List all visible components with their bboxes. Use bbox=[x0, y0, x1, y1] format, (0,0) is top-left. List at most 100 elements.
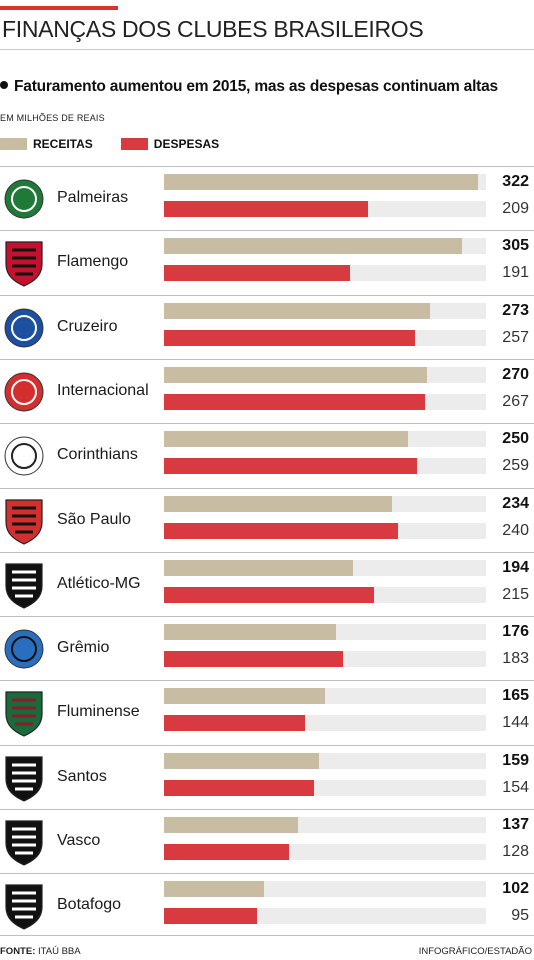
bar-receitas bbox=[164, 366, 428, 383]
club-name: Cruzeiro bbox=[57, 317, 118, 335]
bar-track-receitas bbox=[164, 302, 486, 319]
value-label-receitas: 137 bbox=[502, 816, 529, 833]
footer: FONTE: ITAÚ BBA INFOGRÁFICO/ESTADÃO bbox=[0, 935, 534, 960]
bar-receitas bbox=[164, 817, 298, 833]
bar-track-receitas bbox=[164, 495, 486, 512]
value-label-receitas: 159 bbox=[502, 751, 529, 769]
row-divider bbox=[0, 294, 534, 296]
club-crest-icon bbox=[4, 372, 44, 412]
source-note: FONTE: ITAÚ BBA bbox=[0, 946, 81, 957]
legend-item-despesas: DESPESAS bbox=[120, 137, 219, 151]
row-divider bbox=[0, 873, 534, 875]
bar-despesas bbox=[164, 201, 368, 217]
bar-track-receitas bbox=[164, 559, 486, 576]
bar-track-despesas bbox=[164, 522, 486, 539]
value-label-despesas: 154 bbox=[502, 778, 529, 796]
bar-receitas bbox=[164, 238, 462, 255]
club-name: Grêmio bbox=[57, 639, 110, 657]
value-label-receitas: 270 bbox=[502, 365, 529, 383]
chart-title: FINANÇAS DOS CLUBES BRASILEIROS bbox=[2, 16, 424, 42]
title-divider bbox=[0, 49, 534, 50]
bar-despesas bbox=[164, 715, 305, 732]
club-row: Atlético-MG 194 215 bbox=[0, 551, 534, 616]
club-crest-icon bbox=[5, 241, 43, 287]
bar-track-despesas bbox=[164, 779, 486, 796]
bar-track-despesas bbox=[164, 329, 486, 346]
club-row: São Paulo 234 240 bbox=[0, 487, 534, 552]
club-row: Fluminense 165 144 bbox=[0, 680, 534, 744]
bar-despesas bbox=[164, 265, 351, 282]
bar-track-receitas bbox=[164, 366, 486, 383]
value-label-receitas: 250 bbox=[502, 430, 529, 448]
club-row: Grêmio 176 183 bbox=[0, 616, 534, 680]
bar-track-despesas bbox=[164, 908, 486, 925]
bar-despesas bbox=[164, 844, 289, 860]
row-divider bbox=[0, 680, 534, 682]
bar-track-receitas bbox=[164, 688, 486, 705]
club-crest-icon bbox=[5, 691, 43, 738]
club-name: São Paulo bbox=[57, 510, 131, 528]
value-label-despesas: 257 bbox=[502, 328, 529, 346]
club-crest-icon bbox=[5, 563, 43, 609]
bar-track-despesas bbox=[164, 651, 486, 668]
value-label-receitas: 165 bbox=[502, 687, 529, 705]
bar-receitas bbox=[164, 174, 479, 190]
subtitle-text: Faturamento aumentou em 2015, mas as des… bbox=[14, 78, 498, 95]
club-row: Botafogo 102 95 bbox=[0, 873, 534, 937]
club-row: Corinthians 250 259 bbox=[0, 423, 534, 487]
value-label-receitas: 234 bbox=[502, 494, 529, 512]
bar-receitas bbox=[164, 559, 354, 576]
value-label-receitas: 322 bbox=[502, 173, 529, 190]
club-name: Santos bbox=[57, 767, 107, 785]
club-name: Botafogo bbox=[57, 896, 122, 914]
club-row: Cruzeiro 273 257 bbox=[0, 294, 534, 359]
bullet-icon bbox=[0, 81, 8, 89]
bar-receitas bbox=[164, 302, 431, 319]
value-label-receitas: 273 bbox=[502, 301, 529, 319]
bar-despesas bbox=[164, 393, 425, 410]
value-label-receitas: 305 bbox=[502, 237, 529, 255]
club-name: Fluminense bbox=[57, 703, 140, 721]
value-label-despesas: 215 bbox=[502, 585, 529, 603]
unit-label: EM MILHÕES DE REAIS bbox=[0, 113, 105, 123]
bar-receitas bbox=[164, 752, 320, 769]
value-label-despesas: 240 bbox=[502, 521, 529, 539]
bar-despesas bbox=[164, 651, 343, 668]
club-name: Flamengo bbox=[57, 253, 129, 271]
bar-track-despesas bbox=[164, 201, 486, 217]
value-label-despesas: 209 bbox=[502, 200, 529, 217]
bar-receitas bbox=[164, 688, 325, 705]
row-divider bbox=[0, 358, 534, 360]
row-divider bbox=[0, 809, 534, 810]
club-crest-icon bbox=[4, 436, 44, 476]
row-divider bbox=[0, 423, 534, 425]
club-row: Internacional 270 267 bbox=[0, 358, 534, 423]
legend: RECEITAS DESPESAS bbox=[0, 137, 247, 151]
row-divider bbox=[0, 551, 534, 553]
club-row: Vasco 137 128 bbox=[0, 809, 534, 873]
value-label-despesas: 191 bbox=[502, 264, 529, 282]
bar-track-receitas bbox=[164, 238, 486, 255]
bar-despesas bbox=[164, 779, 315, 796]
value-label-despesas: 259 bbox=[502, 457, 529, 475]
bar-track-receitas bbox=[164, 624, 486, 641]
bar-receitas bbox=[164, 431, 408, 448]
bar-despesas bbox=[164, 329, 415, 346]
club-crest-icon bbox=[5, 820, 43, 866]
value-label-despesas: 144 bbox=[502, 714, 529, 732]
bar-track-despesas bbox=[164, 586, 486, 603]
row-divider bbox=[0, 616, 534, 618]
bar-despesas bbox=[164, 458, 417, 475]
accent-bar bbox=[0, 6, 118, 10]
bar-receitas bbox=[164, 495, 393, 512]
source-value: ITAÚ BBA bbox=[38, 946, 81, 957]
legend-swatch-despesas bbox=[120, 138, 148, 150]
bar-track-receitas bbox=[164, 752, 486, 769]
bar-despesas bbox=[164, 586, 374, 603]
row-divider bbox=[0, 166, 534, 167]
value-label-receitas: 102 bbox=[502, 880, 529, 898]
value-label-despesas: 267 bbox=[502, 392, 529, 410]
credit-note: INFOGRÁFICO/ESTADÃO bbox=[418, 946, 532, 957]
club-crest-icon bbox=[5, 884, 43, 930]
club-name: Internacional bbox=[57, 381, 149, 399]
